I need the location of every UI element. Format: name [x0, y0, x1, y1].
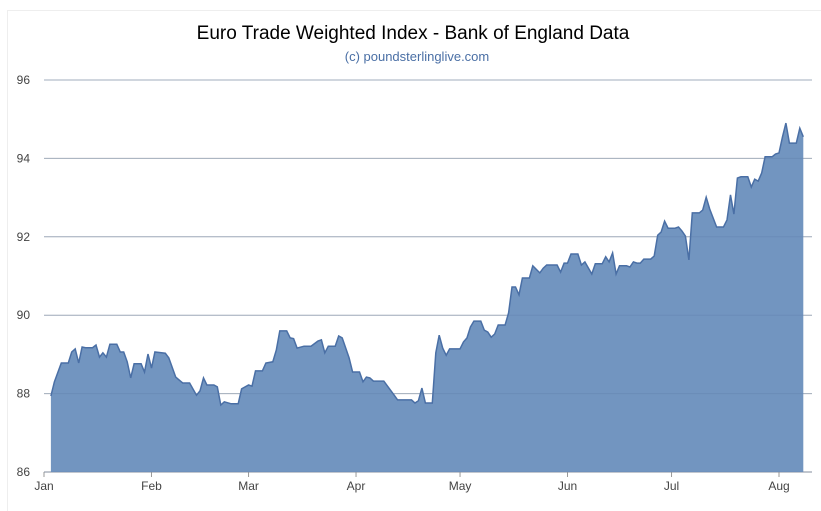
x-tick-label: Mar — [238, 479, 259, 493]
x-tick-label: Jul — [664, 479, 679, 493]
chart-title: Euro Trade Weighted Index - Bank of Engl… — [197, 23, 630, 44]
y-tick-label: 96 — [17, 73, 31, 87]
area-fill — [51, 123, 803, 472]
y-tick-label: 94 — [17, 151, 31, 165]
y-tick-label: 92 — [17, 230, 31, 244]
y-tick-label: 90 — [17, 308, 31, 322]
x-tick-label: May — [449, 479, 472, 493]
series-area — [44, 80, 812, 472]
x-tick-label: Jan — [34, 479, 53, 493]
y-axis-ticks: 86 88 90 92 94 96 — [17, 73, 31, 479]
y-tick-label: 88 — [17, 387, 31, 401]
y-tick-label: 86 — [17, 465, 31, 479]
chart-subtitle[interactable]: (c) poundsterlinglive.com — [345, 49, 490, 64]
x-tick-label: Apr — [347, 479, 366, 493]
x-tick-label: Jun — [558, 479, 577, 493]
x-tick-label: Aug — [768, 479, 789, 493]
x-tick-label: Feb — [141, 479, 162, 493]
x-axis-ticks: Jan Feb Mar Apr May Jun Jul Aug — [34, 472, 789, 493]
